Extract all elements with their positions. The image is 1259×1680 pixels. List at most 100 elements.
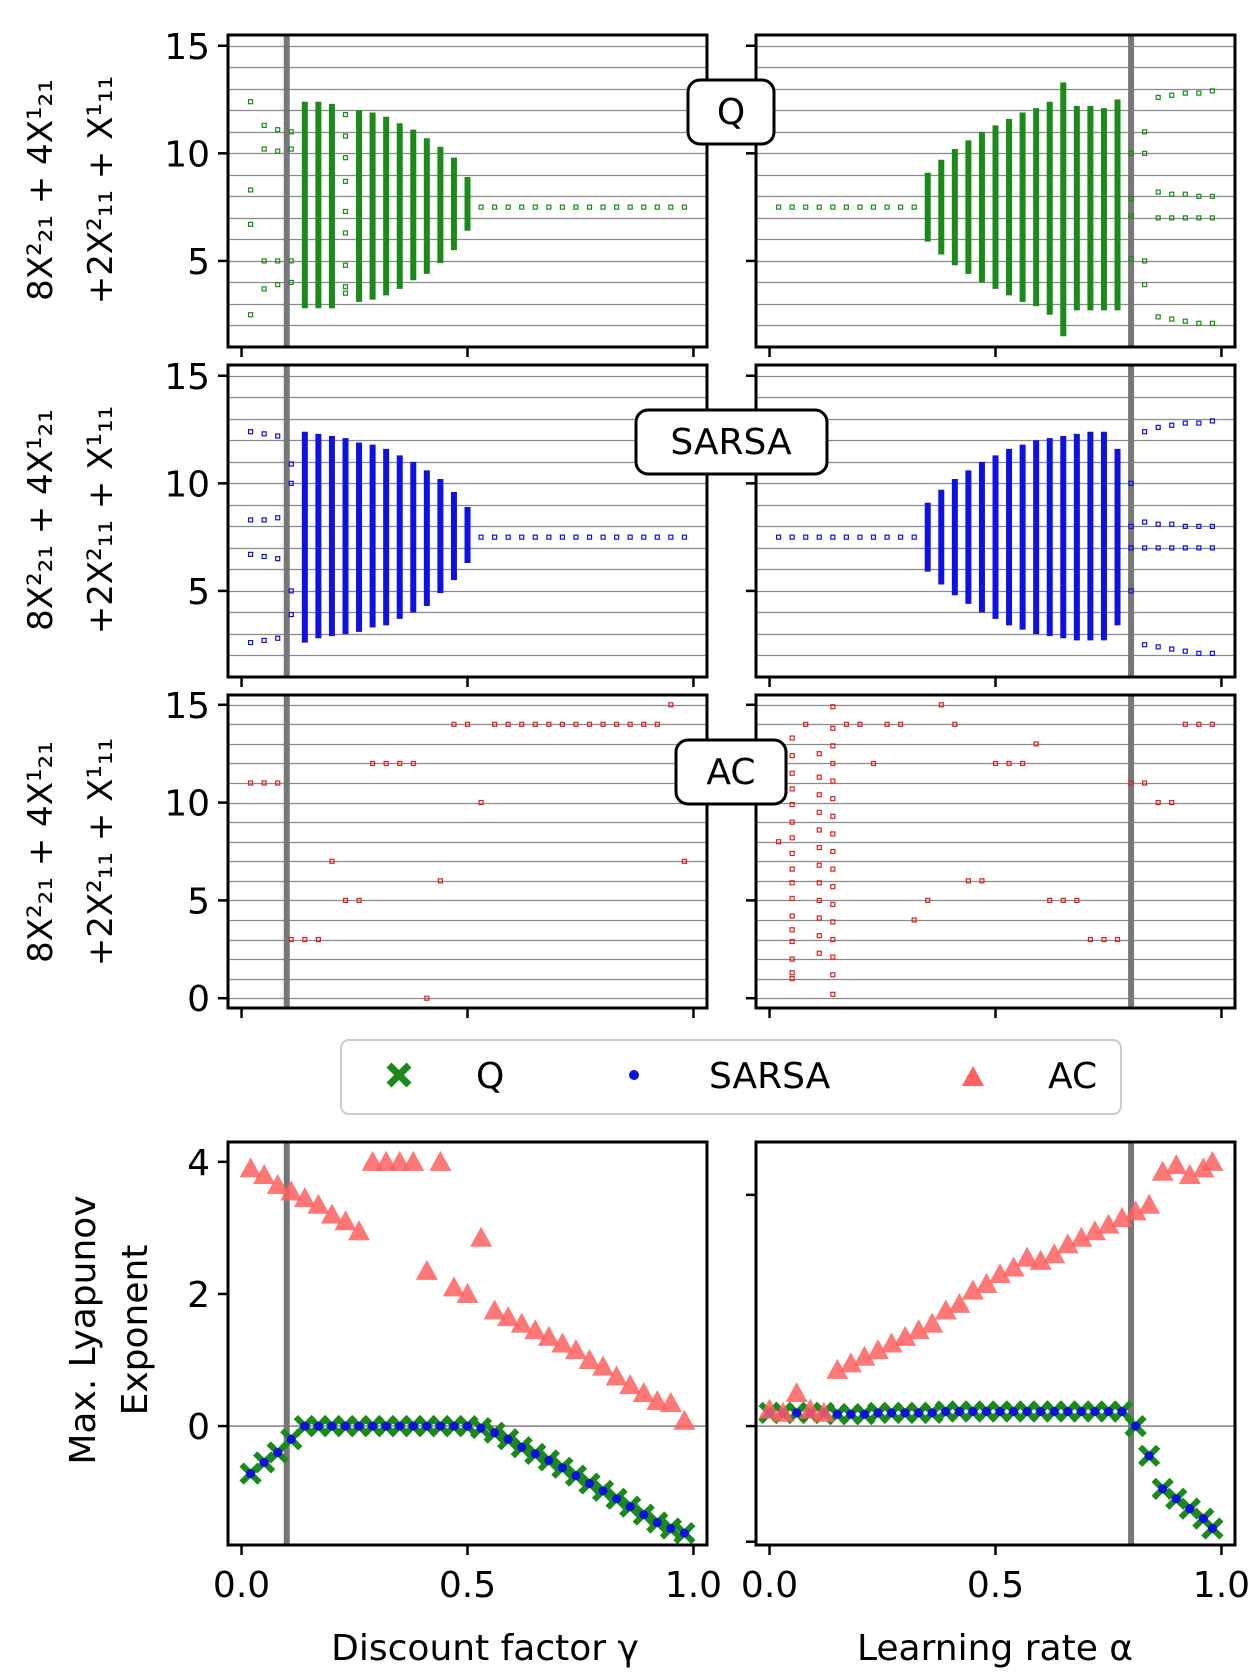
- bifurcation-point: [600, 721, 606, 727]
- lyap-point-sarsa: [846, 1409, 856, 1419]
- bifurcation-point: [573, 204, 579, 210]
- bifurcation-point: [1142, 545, 1148, 551]
- lyap-point-ac: [975, 1273, 998, 1294]
- bifurcation-point: [1182, 90, 1188, 96]
- ylabel-q-line2: +2X²₁₁ + X¹₁₁: [81, 76, 121, 305]
- row-title-ac-label: AC: [706, 752, 755, 793]
- bifurcation-point: [261, 122, 267, 128]
- axes-frame: [226, 693, 709, 1010]
- lyap-point-ac: [578, 1349, 601, 1370]
- bifurcation-point: [830, 204, 836, 210]
- ylabel-sarsa-line1: 8X²₂₁ + 4X¹₂₁: [21, 409, 61, 631]
- lyap-point-ac: [785, 1382, 808, 1403]
- bifurcation-point: [505, 721, 511, 727]
- lyap-point-ac: [1165, 1154, 1188, 1175]
- lyap-point-ac: [934, 1299, 957, 1320]
- bifurcation-point: [938, 702, 944, 708]
- lyap-point-sarsa: [1171, 1494, 1181, 1504]
- bifurcation-point: [1155, 521, 1161, 527]
- lyap-point-ac: [470, 1226, 493, 1247]
- bifurcation-point: [627, 721, 633, 727]
- bifurcation-point: [532, 204, 538, 210]
- ytick-label: 4: [187, 1143, 210, 1184]
- lyap-point-sarsa: [273, 1448, 283, 1458]
- lyap-point-ac: [537, 1325, 560, 1346]
- lyap-point-sarsa: [435, 1421, 445, 1431]
- lyap-point-ac: [564, 1339, 587, 1360]
- lyap-point-sarsa: [449, 1421, 459, 1431]
- bifurcation-point: [789, 913, 795, 919]
- bifurcation-point: [816, 844, 822, 851]
- xtick-label: 1.0: [665, 1565, 722, 1606]
- xtick-label: 0.0: [741, 1565, 798, 1606]
- bifurcation-point: [275, 148, 281, 154]
- bifurcation-point: [830, 936, 836, 943]
- bifurcation-point: [803, 721, 809, 727]
- bifurcation-point: [816, 751, 822, 757]
- lyap-point-sarsa: [530, 1449, 540, 1459]
- bifurcation-point: [898, 721, 904, 727]
- bifurcation-point: [275, 433, 281, 439]
- AC-alpha-plot-area: [756, 695, 1235, 1008]
- bifurcation-point: [519, 721, 525, 727]
- bifurcation-point: [532, 721, 538, 727]
- bifurcation-point: [1074, 897, 1080, 904]
- lyap-point-ac: [1070, 1226, 1093, 1247]
- lyap-gamma-plot-area: [228, 1142, 707, 1545]
- bifurcation-point: [288, 588, 294, 594]
- lyap-point-sarsa: [313, 1421, 323, 1431]
- bifurcation-point: [505, 204, 511, 210]
- lyap-point-sarsa: [900, 1408, 910, 1418]
- bifurcation-point: [1155, 545, 1161, 551]
- lyap-point-sarsa: [368, 1421, 378, 1431]
- lyap-point-sarsa: [490, 1428, 500, 1438]
- bifurcation-point: [816, 915, 822, 921]
- lyap-point-ac: [812, 1401, 835, 1422]
- bifurcation-point: [1128, 545, 1134, 551]
- bifurcation-point: [492, 534, 498, 540]
- lyap-point-sarsa: [832, 1409, 842, 1419]
- lyap-point-ac: [348, 1220, 371, 1241]
- lyap-point-ac: [307, 1193, 330, 1214]
- bifurcation-point: [789, 534, 795, 540]
- bifurcation-point: [261, 637, 267, 644]
- bifurcation-point: [614, 534, 620, 540]
- bifurcation-point: [275, 282, 281, 288]
- bifurcation-point: [898, 534, 904, 540]
- lyap-point-ac: [1056, 1233, 1079, 1254]
- lyap-point-ac: [1097, 1213, 1120, 1234]
- bifurcation-point: [247, 780, 254, 786]
- bifurcation-point: [329, 858, 335, 864]
- xlabel-alpha: Learning rate α: [857, 1628, 1133, 1669]
- bifurcation-point: [1020, 760, 1026, 767]
- lyap-point-ac: [989, 1263, 1012, 1284]
- bifurcation-point: [1169, 545, 1175, 551]
- legend-sarsa-label: SARSA: [709, 1056, 831, 1097]
- lyap-point-sarsa: [625, 1502, 635, 1512]
- bifurcation-point: [803, 204, 809, 210]
- panel-AC-gamma: 0 5 10 15: [164, 686, 709, 1020]
- lyap-point-ac: [799, 1398, 822, 1419]
- bifurcation-point: [681, 204, 688, 210]
- bifurcation-point: [789, 850, 795, 857]
- ytick-label: 5: [187, 242, 210, 283]
- bifurcation-point: [1155, 644, 1161, 650]
- bifurcation-point: [789, 956, 795, 962]
- legend-q: Q: [386, 1056, 504, 1097]
- lyap-point-sarsa: [941, 1407, 951, 1417]
- ytick-label: 5: [187, 881, 210, 922]
- bifurcation-point: [1169, 215, 1175, 221]
- bifurcation-point: [775, 839, 782, 845]
- lyap-point-ac: [646, 1389, 669, 1410]
- bifurcation-point: [1182, 215, 1188, 221]
- bifurcation-point: [1060, 897, 1066, 904]
- lyap-point-sarsa: [1076, 1407, 1086, 1417]
- bifurcation-point: [288, 611, 294, 618]
- bifurcation-point: [1087, 936, 1093, 943]
- bifurcation-point: [1182, 545, 1188, 551]
- bifurcation-point: [1169, 521, 1175, 527]
- lyap-point-sarsa: [1131, 1421, 1141, 1431]
- bifurcation-point: [1182, 523, 1188, 529]
- xtick-label: 0.5: [967, 1565, 1024, 1606]
- ytick-label: 15: [164, 357, 210, 398]
